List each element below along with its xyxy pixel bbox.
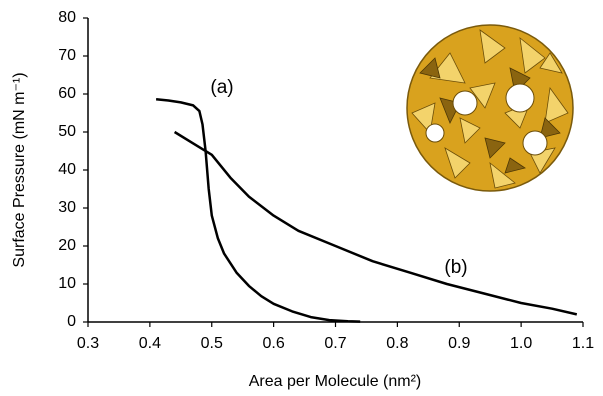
polyoxometalate-illustration [407, 25, 573, 191]
x-tick-label: 0.8 [386, 335, 408, 352]
x-tick-label: 0.4 [139, 335, 161, 352]
y-tick-label: 50 [58, 123, 76, 140]
curve-label: (a) [210, 77, 233, 98]
y-tick-label: 60 [58, 85, 76, 102]
x-axis-label: Area per Molecule (nm²) [249, 373, 422, 390]
x-tick-label: 1.1 [572, 335, 594, 352]
y-axis-label: Surface Pressure (mN m⁻¹) [11, 72, 28, 267]
y-tick-label: 70 [58, 47, 76, 64]
x-tick-label: 1.0 [510, 335, 532, 352]
y-tick-label: 10 [58, 275, 76, 292]
curve-label: (b) [444, 257, 467, 278]
chart: Area per Molecule (nm²) Surface Pressure… [0, 0, 603, 396]
y-tick-label: 0 [67, 313, 76, 330]
isotherm-line [156, 99, 360, 321]
y-tick-label: 20 [58, 237, 76, 254]
y-tick-label: 40 [58, 161, 76, 178]
x-tick-label: 0.3 [77, 335, 99, 352]
x-tick-label: 0.7 [324, 335, 346, 352]
x-tick-label: 0.5 [201, 335, 223, 352]
x-tick-label: 0.9 [448, 335, 470, 352]
y-tick-label: 30 [58, 199, 76, 216]
y-tick-label: 80 [58, 9, 76, 26]
x-tick-label: 0.6 [263, 335, 285, 352]
